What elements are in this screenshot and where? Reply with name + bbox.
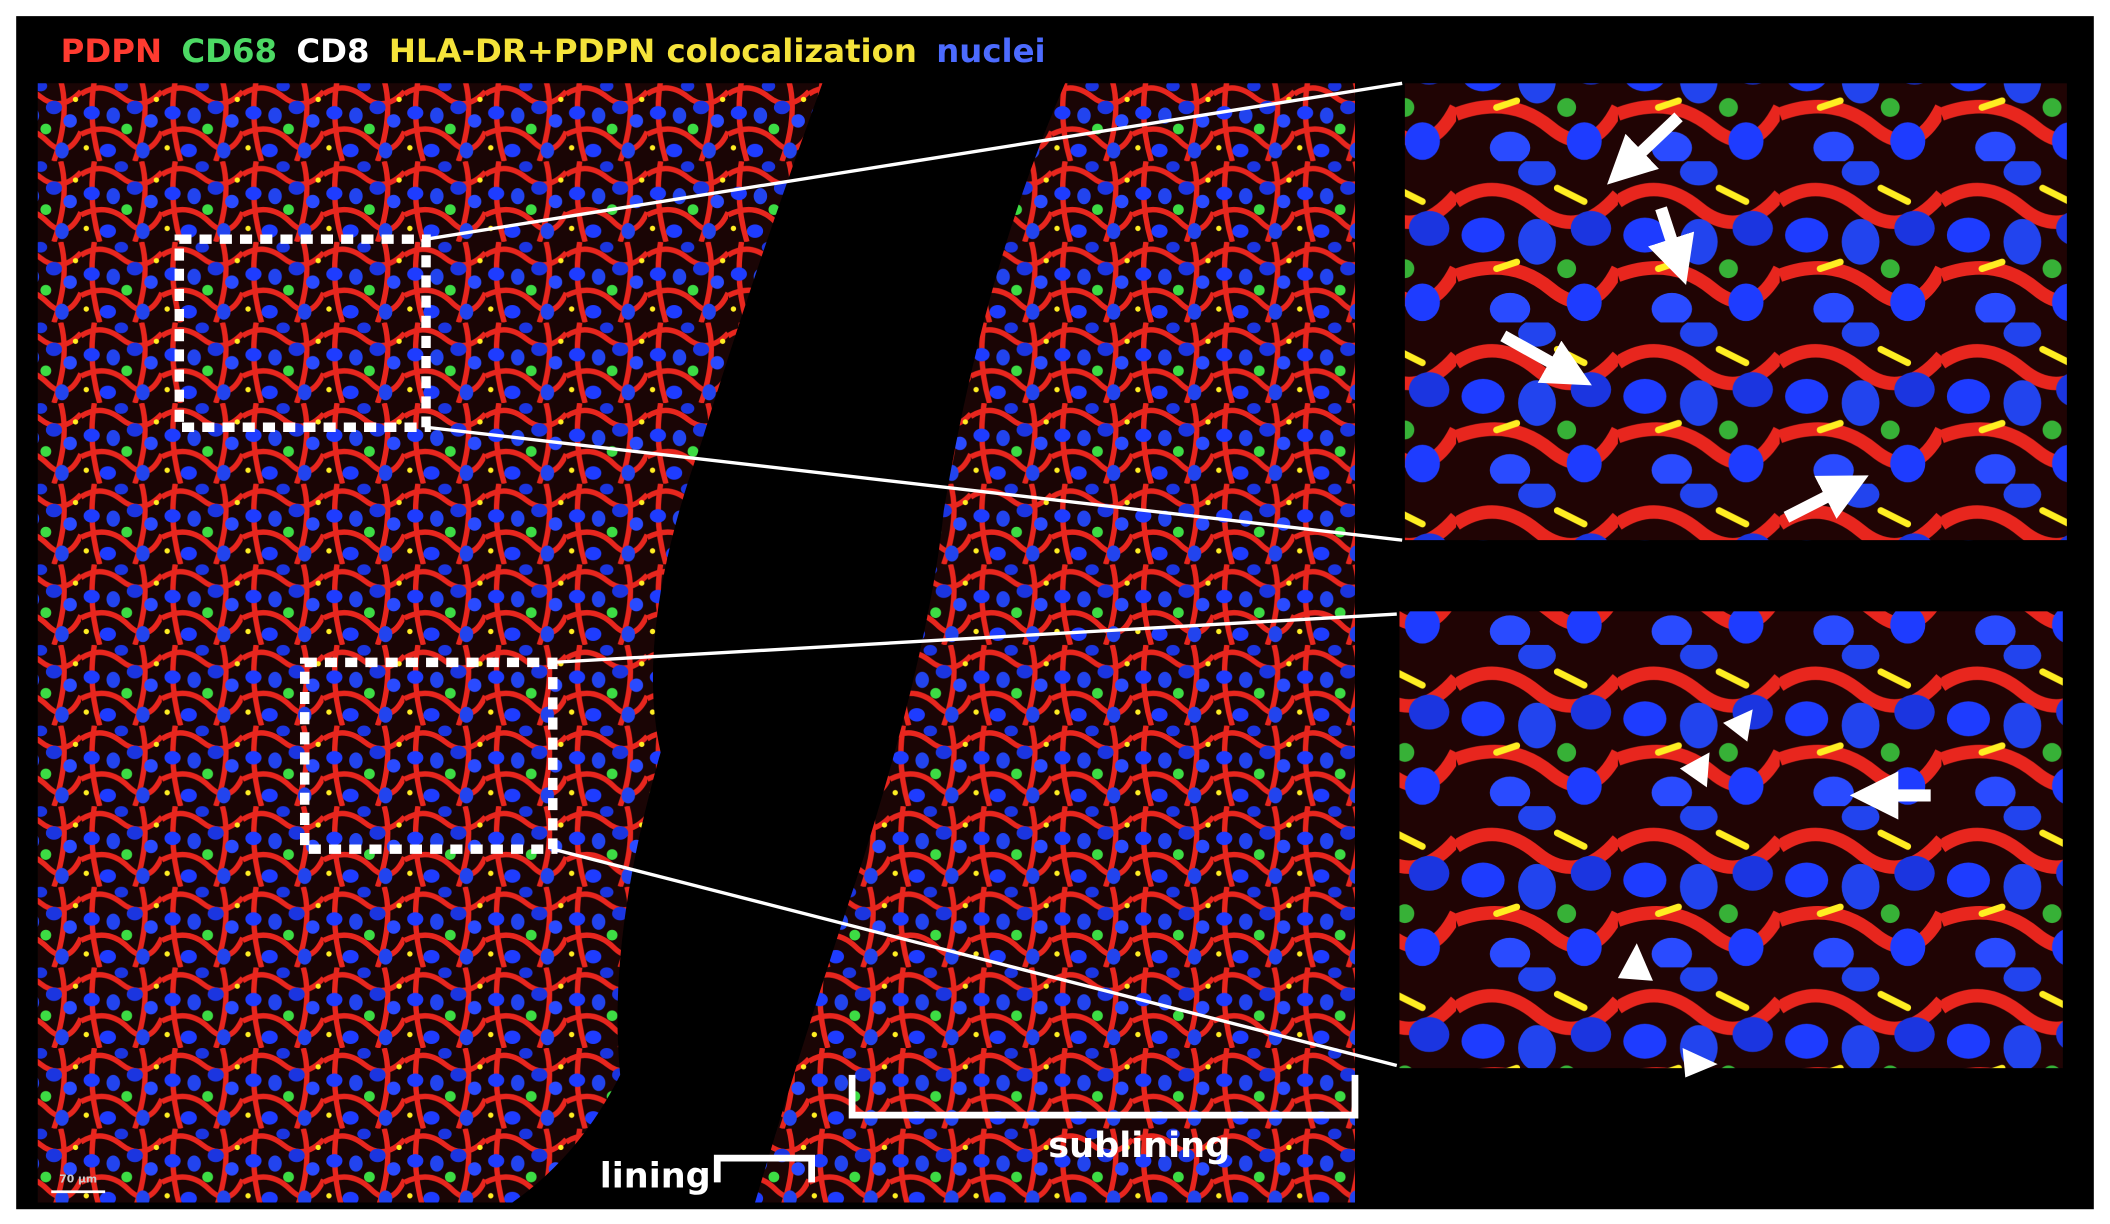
roi-boxes	[174, 234, 558, 854]
tissue-left	[37, 83, 823, 1203]
lining-label: lining	[600, 1157, 711, 1197]
inset-top	[1404, 83, 2067, 541]
brackets	[713, 1074, 1359, 1183]
legend-item: HLA-DR+PDPN colocalization	[389, 32, 917, 70]
legend-item: CD68	[181, 32, 277, 70]
legend-item: PDPN	[61, 32, 162, 70]
tissue-right	[755, 83, 1355, 1203]
inset-bottom	[1399, 611, 2063, 1069]
arrowheads	[1617, 709, 1753, 1078]
arrows	[1500, 112, 1931, 820]
zoom-lines	[425, 81, 1403, 1068]
legend-item: CD8	[296, 32, 369, 70]
legend-item: nuclei	[936, 32, 1045, 70]
scale-label: 70 µm	[59, 1172, 97, 1185]
legend: PDPN CD68 CD8 HLA-DR+PDPN colocalization…	[61, 32, 1046, 70]
sublining-label: sublining	[1048, 1126, 1230, 1166]
